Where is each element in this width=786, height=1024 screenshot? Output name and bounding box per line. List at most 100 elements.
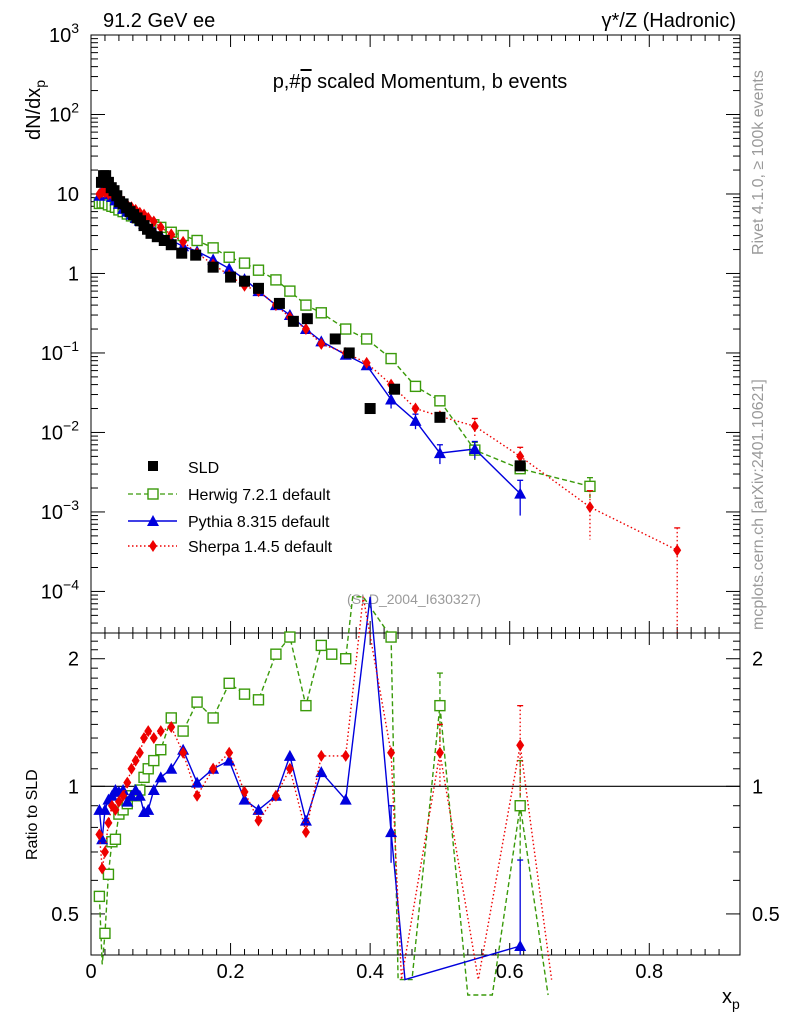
ratio-y-tick-label-right: 1	[752, 776, 763, 798]
ratio-sherpa-point	[111, 803, 120, 816]
ratio-sherpa-point	[435, 746, 444, 759]
ratio-panel: 0 0.2 0.4 0.6 0.8 0.5 0.5 1 1 2 2 Ratio to SLD	[24, 596, 780, 996]
legend-label-pythia: Pythia 8.315 default	[188, 514, 330, 531]
ratio-sherpa-point	[240, 785, 249, 798]
main-y-tick-label-base: 10	[41, 502, 63, 524]
main-sld-point	[151, 231, 163, 243]
ratio-herwig-point	[148, 754, 160, 767]
main-pythia-point	[409, 414, 422, 426]
ratio-sherpa-point	[167, 721, 176, 734]
main-y-tick-label-exp: −4	[63, 576, 79, 592]
ratio-pythia-point	[165, 762, 178, 774]
ratio-sherpa-point	[104, 816, 113, 829]
header-right-label: γ*/Z (Hadronic)	[602, 10, 736, 32]
legend-label-sherpa: Sherpa 1.4.5 default	[188, 539, 333, 556]
main-sld-point	[273, 297, 285, 309]
ratio-pythia-point	[223, 754, 236, 766]
ratio-sherpa-point	[285, 762, 294, 775]
ratio-herwig-point	[223, 677, 235, 690]
main-sherpa-point	[411, 402, 420, 415]
ratio-herwig-point	[155, 744, 167, 756]
header-left-label: 91.2 GeV ee	[103, 10, 215, 32]
main-y-axis-label: dN/dxp	[23, 80, 48, 140]
main-pythia-point	[468, 442, 481, 454]
ratio-herwig-point	[434, 699, 446, 712]
ratio-pythia-point	[147, 784, 160, 796]
main-y-tick-label: 102	[49, 99, 79, 126]
ratio-herwig-point	[284, 631, 296, 643]
x-tick-label: 0.4	[356, 961, 384, 983]
ratio-pythia-point	[283, 749, 296, 761]
x-tick-label: 0.6	[496, 961, 524, 983]
ratio-herwig-point	[109, 833, 122, 845]
main-sld-point	[343, 347, 355, 359]
main-sld-point	[287, 315, 299, 327]
ratio-pythia-point	[96, 833, 109, 845]
ratio-y-tick-label: 1	[68, 776, 79, 798]
main-sld-point	[239, 275, 251, 287]
ratio-y-tick-label-right: 2	[752, 649, 763, 671]
ratio-pythia-point	[315, 766, 328, 778]
legend: SLD Herwig 7.2.1 default Pythia 8.315 de…	[128, 460, 333, 556]
x-tick-label: 0.2	[217, 961, 245, 983]
main-sherpa-point	[317, 337, 326, 350]
main-y-tick-label-exp: 2	[71, 99, 79, 115]
ratio-sherpa-point	[149, 732, 158, 745]
main-sherpa-point	[673, 544, 682, 557]
ratio-herwig-point	[238, 688, 251, 700]
main-sld-point	[389, 383, 401, 395]
ratio-pythia-point	[105, 789, 118, 801]
ratio-pythia-point	[142, 803, 155, 815]
main-herwig-point	[385, 352, 397, 365]
ratio-sherpa-point	[127, 762, 136, 775]
main-sherpa-point	[301, 323, 310, 336]
main-herwig-point	[340, 323, 352, 335]
main-y-tick-label: 10	[57, 184, 79, 206]
mcplots-label: mcplots.cern.ch [arXiv:2401.10621]	[750, 379, 767, 630]
main-y-tick-label-base: 10	[57, 184, 79, 206]
main-y-tick-label-base: 10	[49, 104, 71, 126]
ratio-sherpa-point	[301, 826, 310, 839]
ratio-herwig-point	[93, 890, 106, 903]
ratio-herwig-point	[102, 868, 115, 881]
x-axis-label-main: x	[722, 986, 732, 1008]
ratio-sherpa-point	[135, 746, 144, 759]
ratio-pythia-point	[121, 795, 134, 807]
legend-label-sld: SLD	[188, 460, 219, 477]
main-sld-point	[329, 333, 341, 345]
main-pythia-point	[385, 393, 398, 405]
ratio-sherpa-point	[140, 732, 149, 745]
ratio-sherpa-point	[317, 749, 326, 762]
ratio-sherpa-point	[100, 845, 109, 858]
main-y-tick-label-exp: 3	[71, 20, 79, 36]
main-y-tick-label-base: 10	[41, 422, 63, 444]
ratio-sherpa-point	[225, 746, 234, 759]
main-sld-point	[145, 227, 157, 239]
main-herwig-point	[315, 307, 327, 319]
main-herwig-point	[360, 333, 373, 345]
legend-marker-herwig	[147, 488, 159, 500]
x-tick-label: 0	[85, 961, 96, 983]
main-y-tick-label: 10−1	[41, 338, 79, 365]
ratio-sherpa-point	[341, 749, 350, 762]
main-herwig-point	[584, 480, 596, 493]
ratio-herwig-point	[315, 639, 327, 652]
main-sld-point	[252, 282, 264, 294]
ratio-herwig-point	[270, 648, 282, 660]
main-sld-point	[190, 249, 202, 261]
main-herwig-point	[270, 274, 282, 286]
ratio-series-layer	[93, 596, 553, 996]
ratio-pythia-point	[339, 793, 352, 805]
main-pythia-point	[223, 262, 236, 274]
ratio-herwig-point	[385, 631, 397, 643]
legend-marker-sld	[148, 461, 158, 471]
main-sld-point	[95, 176, 107, 188]
ratio-sherpa-point	[114, 795, 123, 808]
main-y-axis-label-main: dN/dx	[23, 88, 45, 140]
ratio-pythia-point	[98, 803, 111, 815]
ratio-panel-frame	[90, 632, 741, 956]
main-y-tick-label-base: 10	[41, 581, 63, 603]
